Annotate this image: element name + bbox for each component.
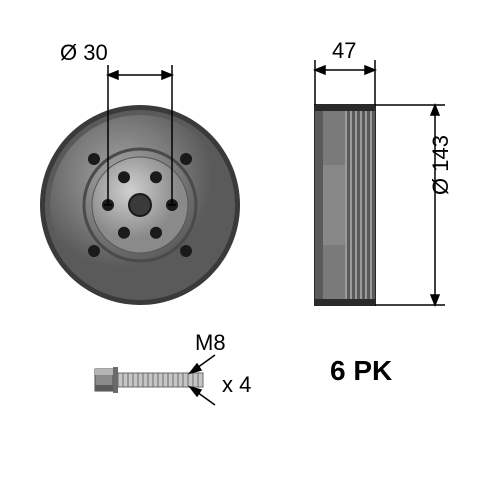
ribs bbox=[345, 111, 375, 299]
technical-drawing: Ø 30 47 bbox=[0, 0, 500, 500]
side-view bbox=[315, 105, 375, 305]
outer-diameter-label: Ø 143 bbox=[428, 135, 453, 195]
width-label: 47 bbox=[332, 38, 356, 63]
bolt bbox=[95, 367, 203, 393]
bolt-quantity-label: x 4 bbox=[222, 372, 251, 397]
front-view bbox=[40, 105, 240, 305]
bore-diameter-label: Ø 30 bbox=[60, 40, 108, 65]
thread-label: M8 bbox=[195, 330, 226, 355]
dimension-diameter bbox=[375, 105, 445, 305]
rib-spec-label: 6 PK bbox=[330, 355, 392, 386]
dimension-width bbox=[315, 60, 375, 105]
